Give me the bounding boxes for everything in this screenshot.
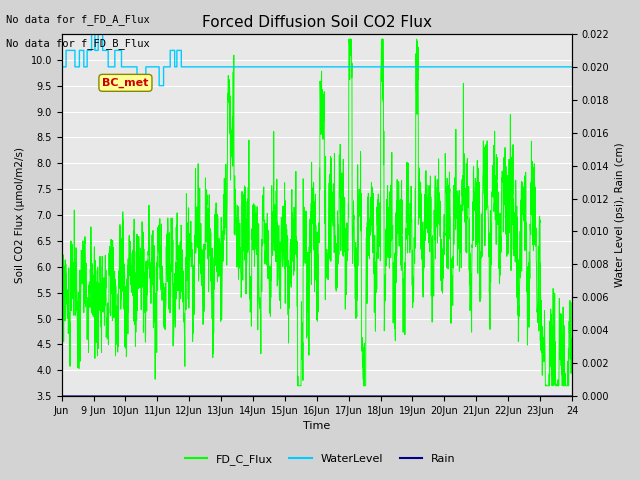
FD_C_Flux — [294, 383, 301, 389]
FD_C_Flux — [219, 228, 227, 234]
WaterLevel — [109, 64, 116, 70]
WaterLevel — [88, 31, 95, 37]
Text: No data for f_FD_A_Flux: No data for f_FD_A_Flux — [6, 14, 150, 25]
FD_C_Flux — [561, 371, 569, 376]
WaterLevel — [58, 64, 65, 70]
Rain — [568, 393, 576, 399]
Rain — [109, 393, 116, 399]
Title: Forced Diffusion Soil CO2 Flux: Forced Diffusion Soil CO2 Flux — [202, 15, 432, 30]
FD_C_Flux — [470, 206, 478, 212]
FD_C_Flux — [58, 282, 65, 288]
WaterLevel — [348, 64, 355, 70]
Rain — [348, 393, 355, 399]
FD_C_Flux — [568, 361, 576, 367]
WaterLevel — [568, 64, 576, 70]
Text: No data for f_FD_B_Flux: No data for f_FD_B_Flux — [6, 38, 150, 49]
Rain — [470, 393, 478, 399]
Line: WaterLevel: WaterLevel — [61, 34, 572, 86]
Text: BC_met: BC_met — [102, 78, 148, 88]
Y-axis label: Soil CO2 Flux (μmol/m2/s): Soil CO2 Flux (μmol/m2/s) — [15, 147, 25, 283]
Legend: FD_C_Flux, WaterLevel, Rain: FD_C_Flux, WaterLevel, Rain — [180, 450, 460, 469]
WaterLevel — [133, 83, 141, 89]
FD_C_Flux — [348, 39, 355, 45]
WaterLevel — [470, 64, 478, 70]
WaterLevel — [561, 64, 569, 70]
X-axis label: Time: Time — [303, 421, 330, 432]
FD_C_Flux — [345, 36, 353, 42]
Line: FD_C_Flux: FD_C_Flux — [61, 39, 572, 386]
Y-axis label: Water Level (psi), Rain (cm): Water Level (psi), Rain (cm) — [615, 143, 625, 288]
Rain — [219, 393, 227, 399]
FD_C_Flux — [109, 238, 116, 243]
WaterLevel — [220, 64, 227, 70]
Rain — [499, 393, 507, 399]
FD_C_Flux — [499, 229, 507, 235]
Rain — [58, 393, 65, 399]
Rain — [561, 393, 568, 399]
WaterLevel — [499, 64, 507, 70]
